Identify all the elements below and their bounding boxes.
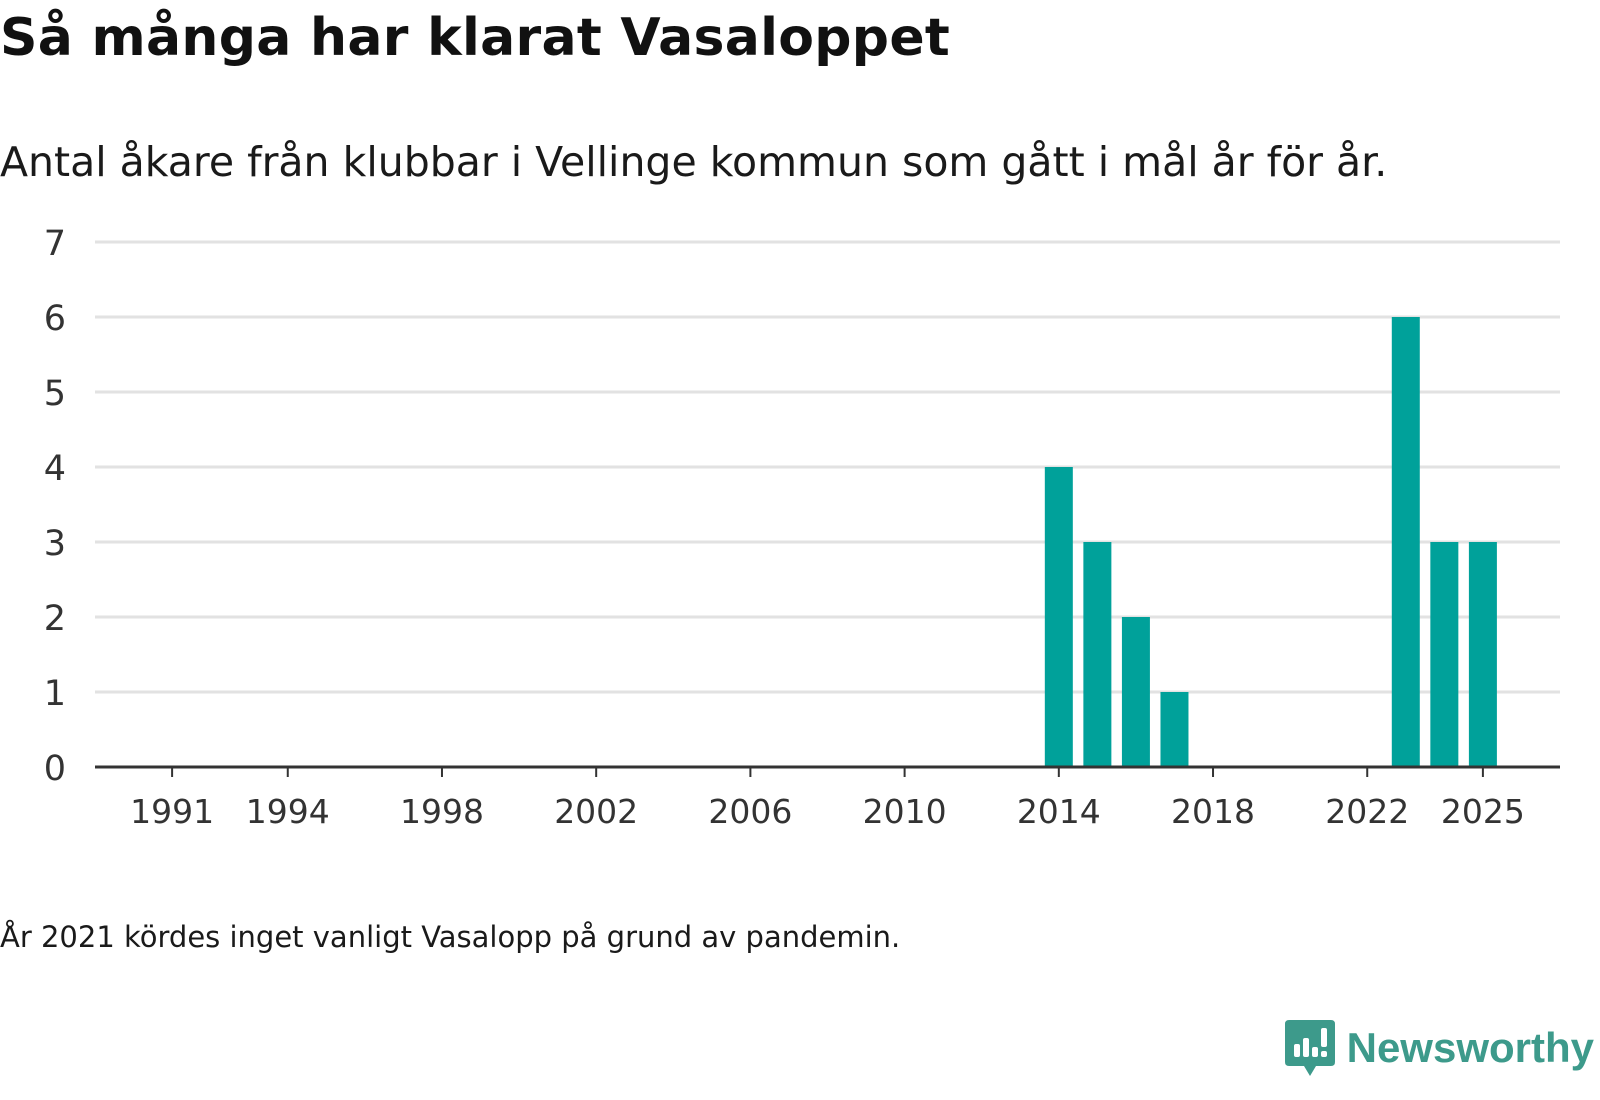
y-tick-label: 1 bbox=[44, 674, 66, 714]
bar-chart: 0 1 2 3 4 5 6 7 1991 1994 1998 2002 2006 2010 2014 201… bbox=[44, 224, 1560, 831]
gridlines bbox=[95, 240, 1560, 694]
bars bbox=[1044, 317, 1497, 767]
x-tick-label: 2002 bbox=[554, 792, 638, 831]
chart-subtitle: Antal åkare från klubbar i Vellinge komm… bbox=[0, 138, 1388, 186]
footnote: År 2021 kördes inget vanligt Vasalopp på… bbox=[0, 920, 901, 954]
bar-2024 bbox=[1430, 542, 1459, 767]
y-tick-label: 2 bbox=[44, 599, 66, 639]
y-tick-label: 7 bbox=[44, 224, 66, 264]
x-tick-label: 2006 bbox=[708, 792, 792, 831]
x-tick-label: 1994 bbox=[246, 792, 330, 831]
brand-logo[interactable]: Newsworthy bbox=[1283, 1018, 1594, 1078]
x-tick-label: 2010 bbox=[863, 792, 947, 831]
chart-title: Så många har klarat Vasaloppet bbox=[0, 8, 951, 68]
y-tick-label: 5 bbox=[44, 374, 66, 414]
brand-name: Newsworthy bbox=[1346, 1024, 1594, 1071]
bar-2017 bbox=[1160, 692, 1189, 767]
y-tick-label: 0 bbox=[44, 749, 66, 789]
x-tick-label: 1998 bbox=[400, 792, 484, 831]
bar-2015 bbox=[1083, 542, 1112, 767]
bar-2016 bbox=[1121, 617, 1150, 767]
bar-2014 bbox=[1044, 467, 1073, 767]
x-tick-label: 2022 bbox=[1325, 792, 1409, 831]
y-tick-label: 4 bbox=[44, 449, 66, 489]
bar-2023 bbox=[1391, 317, 1420, 767]
bar-2025 bbox=[1468, 542, 1497, 767]
y-tick-label: 3 bbox=[44, 524, 66, 564]
y-tick-label: 6 bbox=[44, 299, 66, 339]
x-tick-label: 2014 bbox=[1017, 792, 1101, 831]
x-axis-ticks: 1991 1994 1998 2002 2006 2010 2014 2018 2022 2025 bbox=[130, 767, 1525, 831]
x-tick-label: 2018 bbox=[1171, 792, 1255, 831]
newsworthy-logo-icon bbox=[1284, 1020, 1335, 1076]
x-tick-label: 2025 bbox=[1441, 792, 1525, 831]
x-tick-label: 1991 bbox=[130, 792, 214, 831]
y-axis-ticks: 0 1 2 3 4 5 6 7 bbox=[44, 224, 66, 789]
